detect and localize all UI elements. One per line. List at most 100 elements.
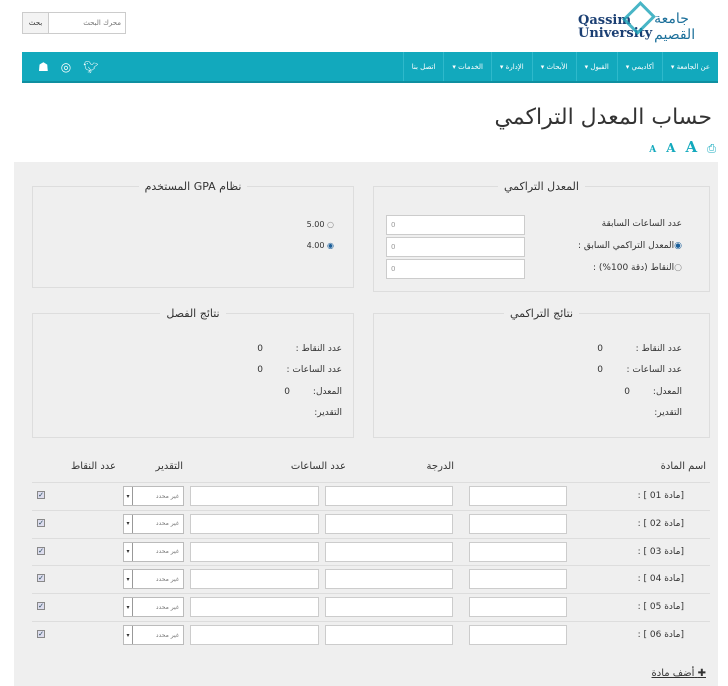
instagram-icon[interactable]: ◎ xyxy=(60,59,72,74)
include-checkbox[interactable]: ✓ xyxy=(37,602,45,611)
header-grade: الدرجة xyxy=(426,461,454,472)
prev-hours-label: عدد الساعات السابقة xyxy=(601,219,682,229)
include-checkbox[interactable]: ✓ xyxy=(37,518,45,527)
nav-academic[interactable]: أكاديمي ▾ xyxy=(616,52,662,81)
nav-contact[interactable]: اتصل بنا xyxy=(402,52,444,81)
grade-input[interactable] xyxy=(325,513,453,534)
grade-input[interactable] xyxy=(325,625,453,645)
subject-name: [مادة 04 ] : xyxy=(637,574,684,585)
nav-administration[interactable]: الإدارة ▾ xyxy=(490,52,532,81)
hours-input[interactable] xyxy=(190,569,319,590)
search-input[interactable] xyxy=(49,13,125,33)
chevron-down-icon: ▾ xyxy=(124,487,133,505)
gpa-5-label: 5.00 xyxy=(306,220,325,229)
rating-select[interactable]: غير محدد ▾ xyxy=(123,541,184,562)
subject-name-input[interactable] xyxy=(469,541,567,562)
hours-input[interactable] xyxy=(190,486,319,506)
subject-name: [مادة 03 ] : xyxy=(637,546,684,557)
rating-select[interactable]: غير محدد ▾ xyxy=(123,569,184,590)
hours-input[interactable] xyxy=(190,597,319,618)
prev-hours-input[interactable]: 0 xyxy=(386,215,525,235)
plus-icon: ✚ xyxy=(697,668,706,679)
font-large-button[interactable]: A xyxy=(685,138,698,156)
chevron-down-icon: ▾ xyxy=(124,514,133,533)
hours-input[interactable] xyxy=(190,625,319,645)
font-medium-button[interactable]: A xyxy=(666,141,676,155)
cum-gpa-value: 0 xyxy=(624,387,630,397)
row-divider xyxy=(32,565,710,567)
row-divider xyxy=(32,537,710,539)
header-name: اسم المادة xyxy=(660,461,706,472)
gpa-4-radio[interactable]: ◉ xyxy=(327,241,334,250)
snapchat-icon[interactable]: ☗ xyxy=(38,59,49,74)
add-subject-link[interactable]: ✚ أضف مادة xyxy=(651,668,706,679)
nav-services[interactable]: الخدمات ▾ xyxy=(443,52,491,81)
include-checkbox[interactable]: ✓ xyxy=(37,491,45,499)
gpa-4-label: 4.00 xyxy=(306,241,325,250)
prev-gpa-input[interactable]: 0 xyxy=(386,237,525,257)
cumulative-fieldset: المعدل التراكمي xyxy=(373,180,710,292)
hours-input[interactable] xyxy=(190,541,319,562)
font-small-button[interactable]: A xyxy=(649,145,657,155)
points-input[interactable]: 0 xyxy=(386,259,525,279)
include-checkbox[interactable]: ✓ xyxy=(37,546,45,555)
subject-name: [مادة 01 ] : xyxy=(637,491,684,501)
sem-grade-label: التقدير: xyxy=(314,408,342,418)
points-radio[interactable]: ○ xyxy=(674,263,682,273)
grade-input[interactable] xyxy=(325,486,453,506)
grade-input[interactable] xyxy=(325,569,453,590)
prev-gpa-label: المعدل التراكمي السابق : xyxy=(578,241,675,251)
row-divider xyxy=(32,509,710,511)
search-button[interactable]: بحث xyxy=(23,13,49,33)
cum-points-value: 0 xyxy=(597,344,603,354)
nav-about[interactable]: عن الجامعة ▾ xyxy=(661,52,718,81)
header-rating: التقدير xyxy=(155,461,183,472)
cum-gpa-label: المعدل: xyxy=(652,387,682,397)
grade-input[interactable] xyxy=(325,597,453,618)
font-size-controls: ⎙ A A A xyxy=(649,138,716,156)
cum-grade-label: التقدير: xyxy=(654,408,682,418)
subject-name: [مادة 02 ] : xyxy=(637,518,684,529)
sem-gpa-value: 0 xyxy=(284,387,290,397)
nav-research[interactable]: الأبحاث ▾ xyxy=(531,52,576,81)
subject-name-input[interactable] xyxy=(469,569,567,590)
subject-name: [مادة 05 ] : xyxy=(637,602,684,613)
row-divider xyxy=(32,482,710,483)
grade-input[interactable] xyxy=(325,541,453,562)
cum-points-label: عدد النقاط : xyxy=(635,344,682,354)
include-checkbox[interactable]: ✓ xyxy=(37,574,45,583)
gpa-system-fieldset: نظام GPA المستخدم xyxy=(32,180,354,288)
subject-name-input[interactable] xyxy=(469,486,567,506)
semester-results-fieldset: نتائج الفصل xyxy=(32,307,354,438)
university-logo[interactable]: Qassim University جامعة القصيم xyxy=(578,1,718,48)
subject-name-input[interactable] xyxy=(469,625,567,645)
main-nav: عن الجامعة ▾ أكاديمي ▾ القبول ▾ الأبحاث … xyxy=(22,52,718,83)
cum-hours-value: 0 xyxy=(597,365,603,375)
print-icon[interactable]: ⎙ xyxy=(707,142,716,155)
chevron-down-icon: ▾ xyxy=(124,570,133,589)
sem-hours-value: 0 xyxy=(257,365,263,375)
cum-hours-label: عدد الساعات : xyxy=(626,365,682,375)
subject-name-input[interactable] xyxy=(469,597,567,618)
sem-gpa-label: المعدل: xyxy=(312,387,342,397)
prev-gpa-radio[interactable]: ◉ xyxy=(674,241,682,251)
rating-select[interactable]: غير محدد ▾ xyxy=(123,486,184,506)
sem-hours-label: عدد الساعات : xyxy=(286,365,342,375)
search-box: بحث xyxy=(22,12,126,34)
subject-name: [مادة 06 ] : xyxy=(637,630,684,640)
hours-input[interactable] xyxy=(190,513,319,534)
rating-select[interactable]: غير محدد ▾ xyxy=(123,597,184,618)
points-label: النقاط (دقة 100%) : xyxy=(593,263,675,273)
subject-name-input[interactable] xyxy=(469,513,567,534)
rating-select[interactable]: غير محدد ▾ xyxy=(123,513,184,534)
cumulative-results-fieldset: نتائج التراكمي xyxy=(373,307,710,438)
rating-select[interactable]: غير محدد ▾ xyxy=(123,625,184,645)
nav-admission[interactable]: القبول ▾ xyxy=(575,52,617,81)
include-checkbox[interactable]: ✓ xyxy=(37,630,45,638)
chevron-down-icon: ▾ xyxy=(124,598,133,617)
gpa-5-radio[interactable]: ○ xyxy=(327,220,334,229)
chevron-down-icon: ▾ xyxy=(124,626,133,644)
twitter-icon[interactable]: 🐦︎ xyxy=(83,59,99,74)
page-title: حساب المعدل التراكمي xyxy=(494,105,712,130)
header-hours: عدد الساعات xyxy=(290,461,346,472)
